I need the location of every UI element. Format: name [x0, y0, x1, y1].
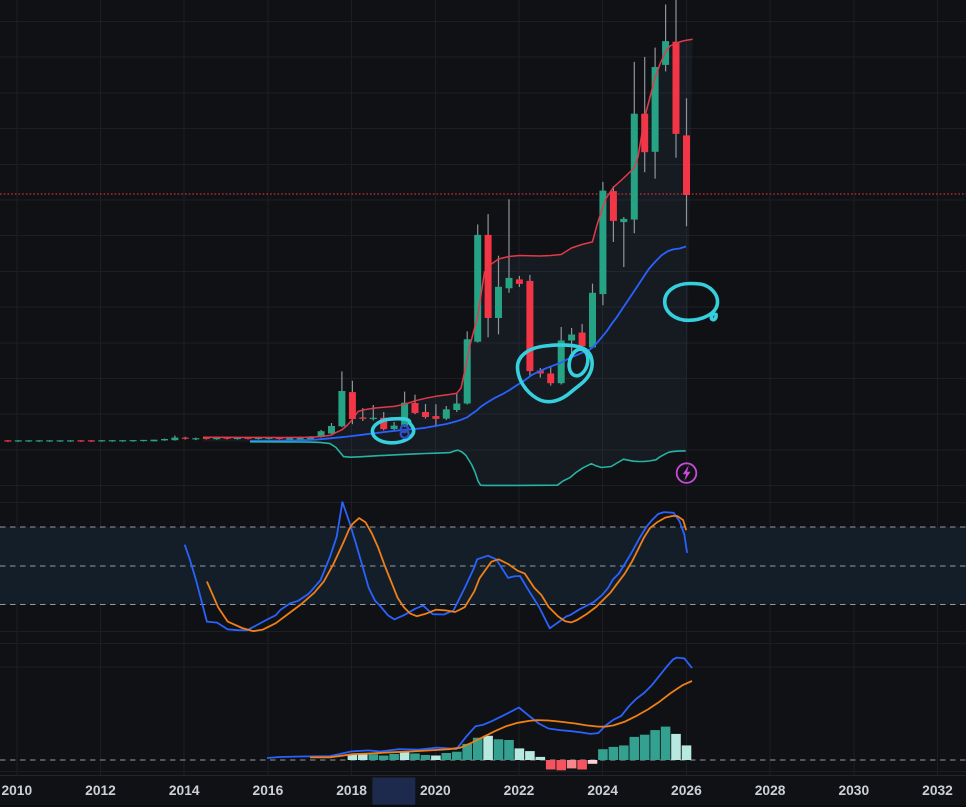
svg-text:2028: 2028	[755, 783, 786, 798]
svg-text:2030: 2030	[838, 783, 869, 798]
svg-text:2022: 2022	[504, 783, 535, 798]
svg-text:2018: 2018	[336, 783, 367, 798]
svg-text:2024: 2024	[587, 783, 618, 798]
svg-text:2012: 2012	[85, 783, 116, 798]
svg-text:2016: 2016	[253, 783, 284, 798]
svg-text:2020: 2020	[420, 783, 451, 798]
svg-text:2032: 2032	[922, 783, 953, 798]
svg-text:2026: 2026	[671, 783, 702, 798]
svg-text:2014: 2014	[169, 783, 200, 798]
svg-text:2010: 2010	[1, 783, 32, 798]
